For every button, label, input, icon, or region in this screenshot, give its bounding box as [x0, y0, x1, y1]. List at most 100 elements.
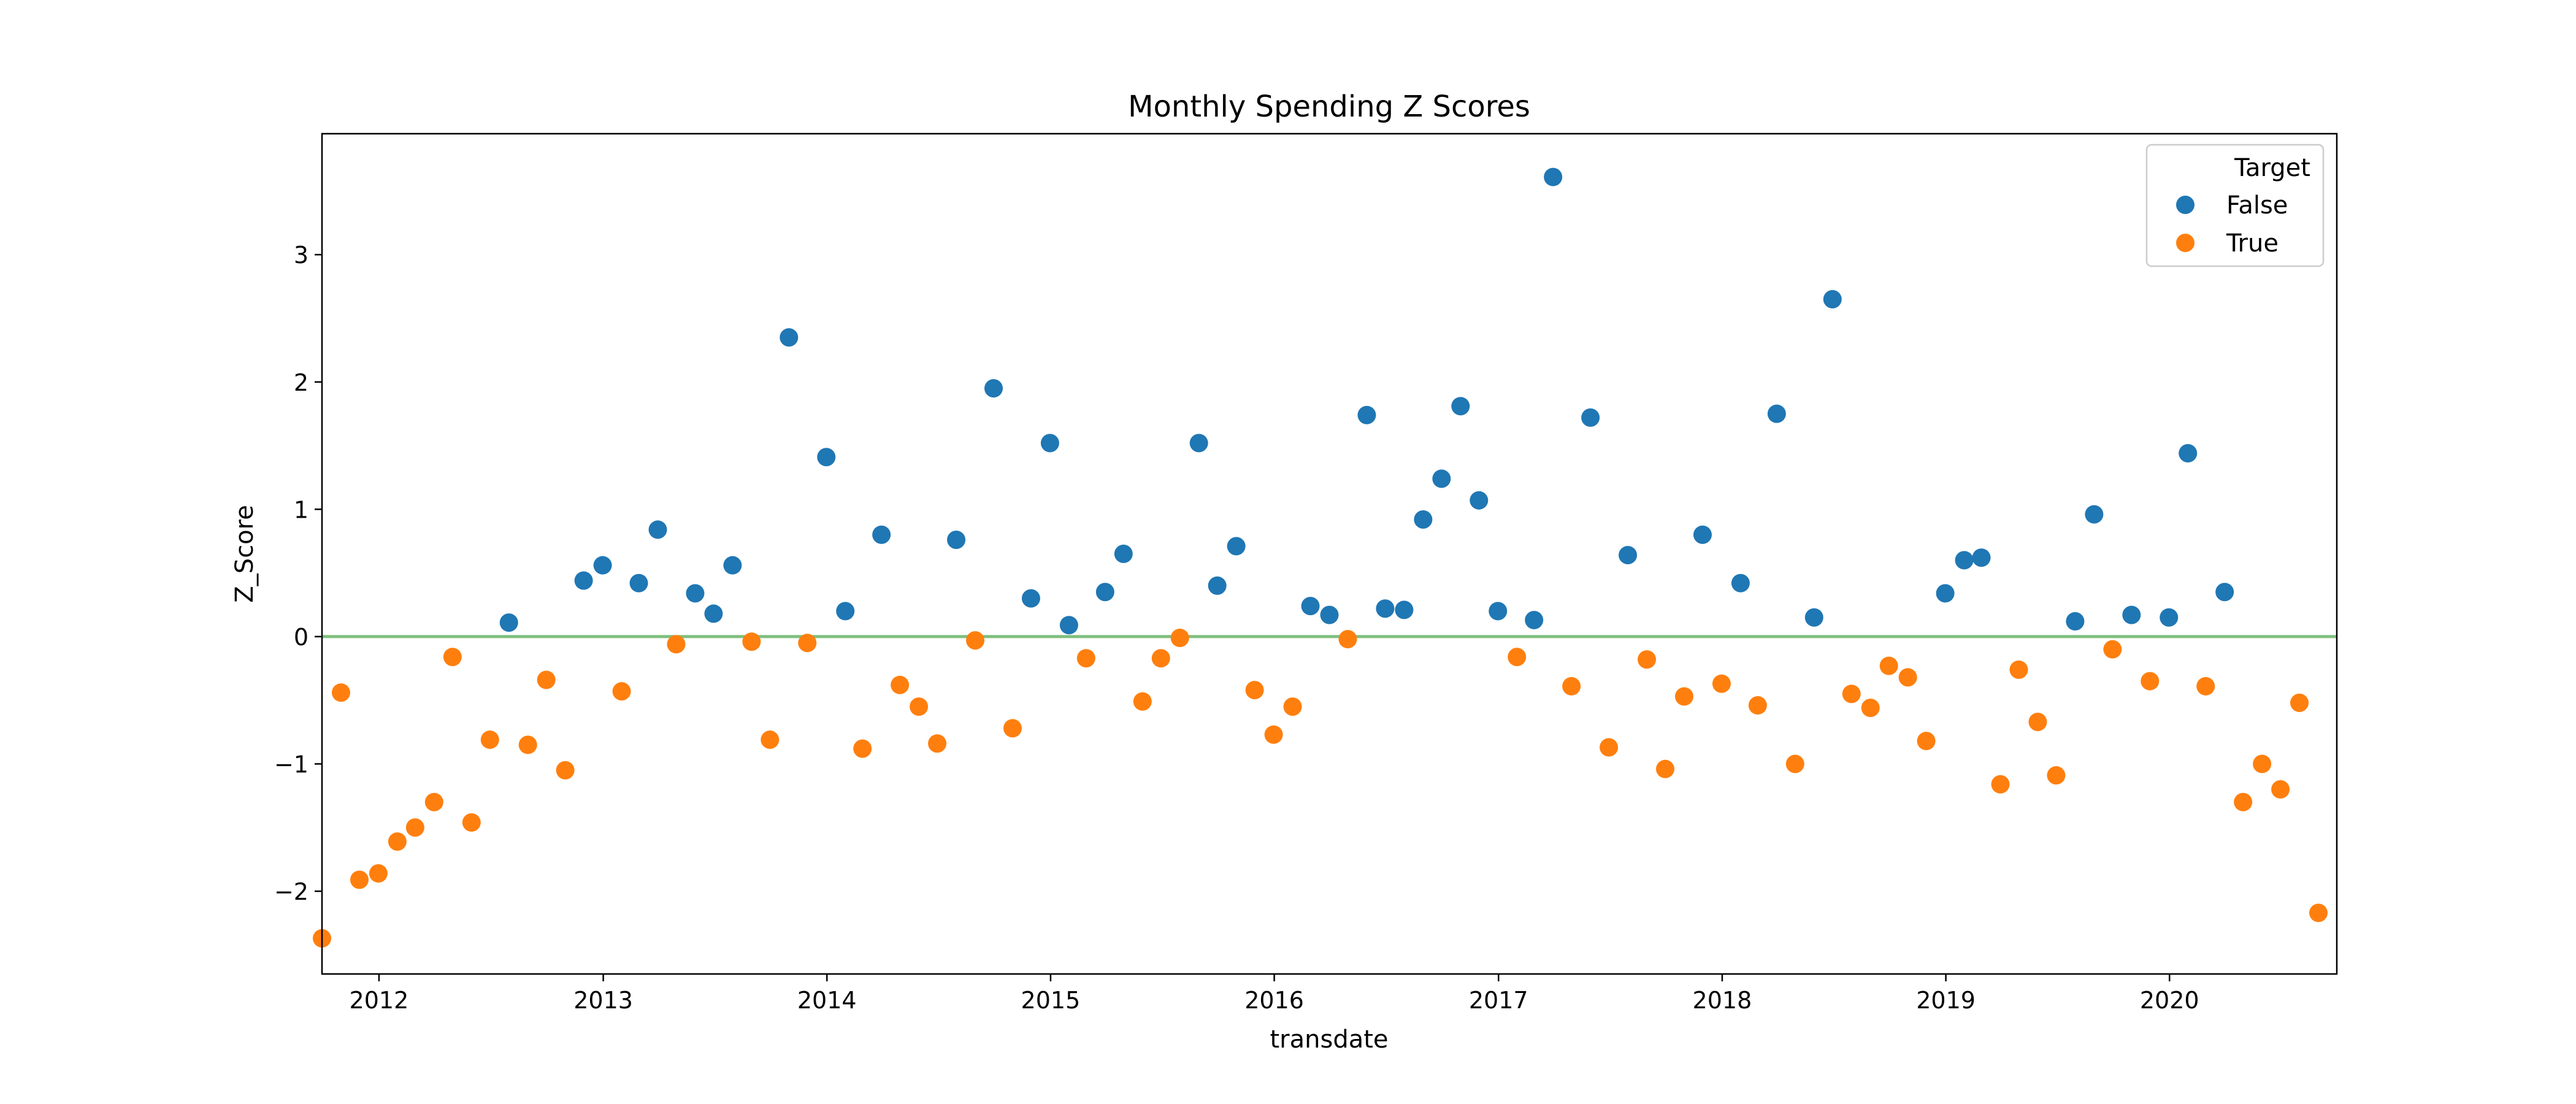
- data-point-true-47: [2009, 660, 2028, 679]
- data-point-true-3: [369, 864, 388, 883]
- data-point-true-27: [1170, 629, 1189, 647]
- data-point-true-8: [462, 813, 481, 832]
- data-point-true-13: [612, 682, 631, 701]
- data-point-true-28: [1245, 681, 1264, 700]
- data-point-true-37: [1674, 687, 1693, 706]
- data-point-true-30: [1283, 697, 1302, 716]
- data-point-true-54: [2253, 754, 2272, 773]
- data-point-true-12: [556, 761, 575, 780]
- data-point-false-29: [1451, 397, 1470, 416]
- data-point-false-20: [1208, 576, 1227, 595]
- y-tick-label-1: 1: [294, 496, 309, 523]
- data-point-false-11: [872, 525, 891, 544]
- data-point-true-18: [853, 739, 872, 758]
- data-point-false-32: [1525, 610, 1544, 629]
- data-point-true-10: [518, 735, 537, 754]
- data-point-false-46: [2122, 605, 2141, 624]
- data-point-false-23: [1320, 605, 1339, 624]
- data-point-true-20: [910, 697, 929, 716]
- data-point-false-42: [1955, 551, 1974, 570]
- x-axis: 2012 2013 2014 2015 2016 2017 2018 2019 2020: [350, 974, 2199, 1014]
- legend-marker-true: [2176, 234, 2195, 252]
- data-point-true-57: [2309, 903, 2328, 922]
- y-tick-label-2: 2: [294, 369, 309, 396]
- data-point-false-21: [1227, 537, 1246, 556]
- data-point-true-34: [1600, 738, 1619, 757]
- y-axis-label: Z_Score: [231, 505, 259, 602]
- data-point-false-25: [1376, 599, 1395, 618]
- data-point-true-23: [1003, 719, 1022, 738]
- plot-frame: [321, 132, 2338, 975]
- data-point-false-17: [1095, 583, 1114, 602]
- data-point-true-48: [2028, 713, 2047, 731]
- data-point-true-41: [1842, 684, 1861, 703]
- data-point-true-21: [928, 734, 947, 753]
- legend-marker-false: [2176, 196, 2195, 214]
- data-point-false-48: [2179, 444, 2198, 463]
- data-point-false-8: [780, 328, 799, 347]
- data-point-false-39: [1804, 608, 1823, 627]
- legend-title: Target: [2234, 154, 2310, 182]
- y-axis: −2 −1 0 1 2 3: [274, 242, 322, 905]
- data-point-false-7: [723, 556, 742, 575]
- y-tick-label--2: −2: [274, 878, 309, 905]
- data-point-false-43: [1972, 548, 1991, 567]
- y-tick-label-3: 3: [294, 242, 309, 269]
- data-point-true-46: [1991, 775, 2010, 794]
- data-point-true-2: [350, 870, 369, 889]
- x-tick-label-2016: 2016: [1244, 987, 1304, 1014]
- data-point-false-3: [629, 573, 648, 592]
- data-point-true-17: [798, 634, 817, 653]
- data-point-false-26: [1395, 600, 1414, 619]
- data-point-true-19: [891, 675, 910, 694]
- data-point-false-47: [2160, 608, 2179, 627]
- data-point-false-35: [1619, 546, 1638, 565]
- data-point-true-49: [2047, 766, 2066, 785]
- data-point-false-49: [2215, 583, 2234, 602]
- data-point-false-6: [704, 604, 723, 623]
- data-point-false-27: [1414, 510, 1433, 529]
- data-point-true-32: [1508, 648, 1527, 667]
- data-point-false-1: [574, 571, 593, 590]
- data-point-false-30: [1470, 491, 1489, 510]
- x-tick-label-2013: 2013: [573, 987, 633, 1014]
- data-point-true-52: [2196, 677, 2215, 696]
- data-point-true-4: [388, 832, 407, 851]
- data-point-true-6: [424, 792, 443, 811]
- data-point-false-5: [686, 584, 705, 603]
- data-point-false-40: [1823, 289, 1842, 309]
- data-point-false-38: [1767, 404, 1786, 423]
- data-point-false-33: [1544, 167, 1563, 186]
- x-tick-label-2019: 2019: [1916, 987, 1976, 1014]
- data-point-false-16: [1059, 616, 1078, 635]
- legend-label-false: False: [2226, 191, 2288, 220]
- data-point-false-18: [1114, 545, 1133, 563]
- data-point-true-45: [1917, 732, 1936, 751]
- data-point-true-39: [1748, 696, 1767, 715]
- data-point-true-51: [2141, 672, 2160, 691]
- data-point-true-11: [537, 670, 556, 689]
- data-point-false-22: [1301, 597, 1320, 616]
- data-point-true-43: [1879, 656, 1898, 675]
- data-point-false-10: [836, 602, 855, 621]
- data-point-true-14: [667, 635, 686, 654]
- data-point-false-34: [1581, 408, 1600, 427]
- data-point-false-13: [984, 379, 1003, 398]
- data-point-false-0: [499, 613, 518, 632]
- x-tick-label-2015: 2015: [1021, 987, 1081, 1014]
- x-tick-label-2012: 2012: [350, 987, 409, 1014]
- y-tick-label-0: 0: [294, 624, 309, 651]
- data-point-true-53: [2234, 792, 2253, 811]
- data-point-false-41: [1936, 584, 1955, 603]
- data-point-true-40: [1785, 754, 1804, 773]
- data-point-true-29: [1264, 725, 1283, 744]
- plot-area: [322, 134, 2337, 974]
- data-point-true-50: [2103, 640, 2122, 659]
- legend: Target False True: [2145, 144, 2325, 267]
- data-point-true-25: [1133, 692, 1152, 711]
- data-point-false-28: [1432, 469, 1451, 488]
- data-point-false-36: [1693, 525, 1712, 544]
- legend-label-true: True: [2226, 229, 2279, 258]
- data-point-true-33: [1562, 677, 1581, 696]
- data-point-true-7: [443, 648, 462, 667]
